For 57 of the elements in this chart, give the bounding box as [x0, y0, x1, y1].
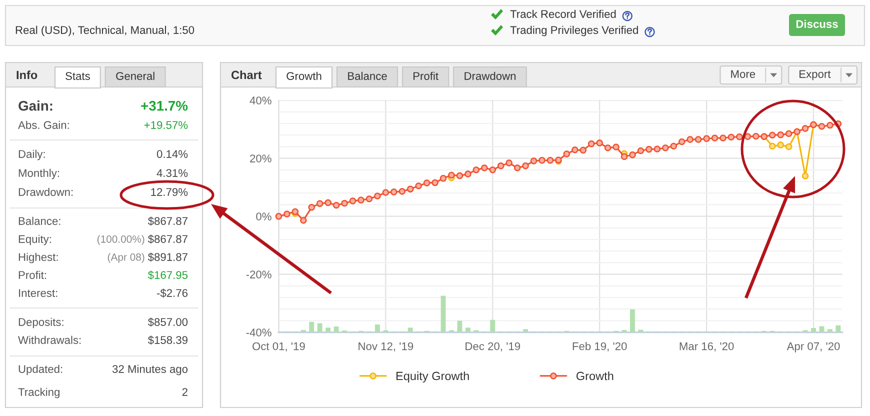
legend-label: Equity Growth: [396, 372, 469, 383]
text: Balance:: [18, 216, 60, 225]
text: Profit:: [18, 270, 46, 279]
y-tick-label: 40%: [250, 96, 272, 104]
legend-label: Growth: [576, 372, 614, 380]
text: Discuss: [796, 20, 838, 28]
text: +31.7%: [141, 100, 188, 111]
text: +19.57%: [144, 121, 188, 129]
text: 2: [182, 388, 188, 396]
text: Interest:: [19, 289, 58, 297]
text: $867.87: [148, 234, 188, 244]
text: Stats: [66, 72, 90, 80]
x-tick-label: Apr 07, '20: [786, 342, 840, 352]
x-tick-label: Nov 12, '19: [358, 342, 414, 352]
text: 4.31%: [156, 169, 188, 177]
text: Highest:: [18, 252, 58, 264]
text: (Apr 08): [108, 253, 144, 263]
text: Deposits:: [18, 318, 64, 328]
text: Profit: [414, 72, 438, 80]
text: Withdrawals:: [18, 336, 81, 344]
text: Real (USD), Technical, Manual, 1:50: [16, 26, 194, 36]
y-tick-label: -20%: [246, 270, 272, 278]
text: Drawdown: [464, 72, 516, 80]
text: Abs. Gain:: [18, 120, 69, 129]
text: $167.95: [148, 270, 188, 280]
x-tick-label: Mar 16, '20: [680, 342, 734, 352]
text: 32 Minutes ago: [112, 364, 188, 376]
y-tick-label: 0%: [256, 212, 272, 220]
text: Track Record Verified: [510, 10, 616, 18]
text: -$2.76: [156, 288, 188, 298]
text: Growth: [286, 72, 322, 80]
text: Balance: [348, 72, 387, 80]
text: $867.87: [148, 216, 188, 226]
text: Equity:: [18, 234, 51, 246]
text: Daily:: [18, 150, 45, 160]
text: Monthly:: [18, 168, 59, 180]
text: 12.79%: [151, 188, 188, 196]
text: $857.00: [148, 318, 188, 327]
text: Export: [800, 70, 831, 80]
text: General: [116, 72, 154, 80]
text: Gain:: [18, 100, 52, 111]
x-tick-label: Dec 20, '19: [466, 342, 520, 352]
text: 0.14%: [156, 150, 188, 158]
text: $891.87: [148, 252, 188, 262]
text: $158.39: [148, 336, 188, 345]
text: Trading Privileges Verified: [510, 26, 638, 36]
text: Info: [16, 70, 38, 80]
y-tick-label: -40%: [246, 328, 272, 336]
text: Updated:: [18, 364, 62, 376]
text: (100.00%): [97, 235, 144, 245]
text: Tracking: [18, 388, 60, 398]
y-tick-label: 20%: [250, 154, 272, 162]
x-tick-label: Oct 01, '19: [252, 342, 305, 352]
text: More: [731, 70, 756, 78]
x-tick-label: Feb 19, '20: [572, 342, 627, 352]
text: Drawdown:: [18, 188, 73, 196]
chart-title: Chart: [231, 70, 262, 80]
